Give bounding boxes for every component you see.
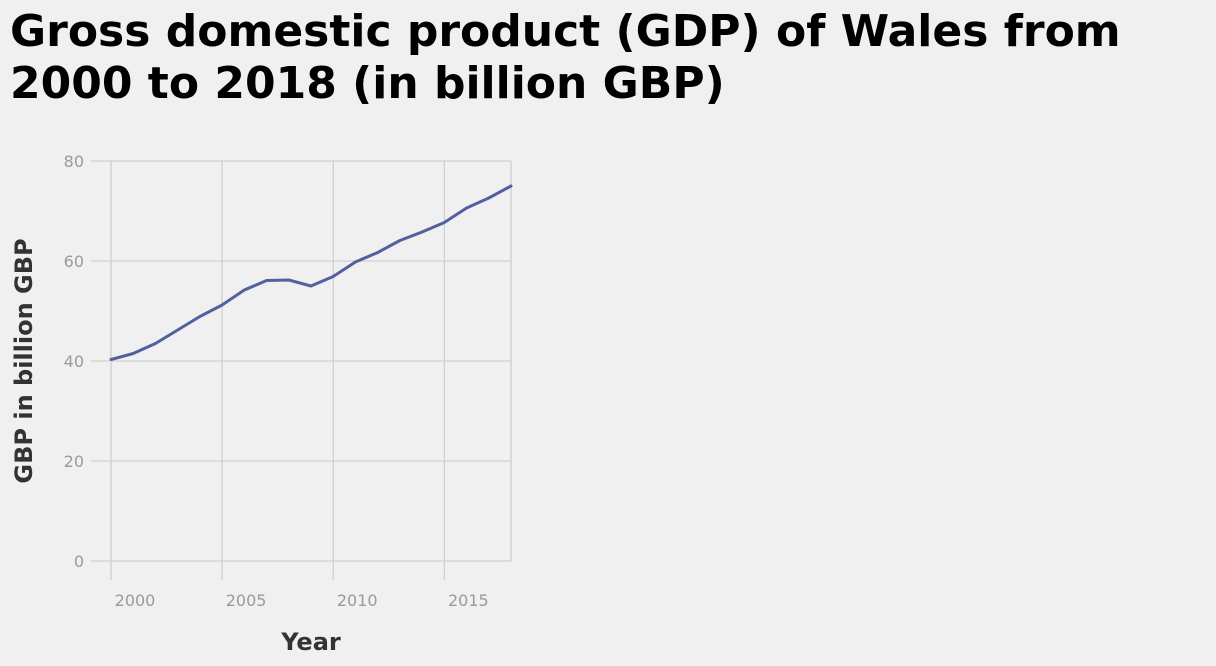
chart-title-line-2: 2000 to 2018 (in billion GBP) — [10, 58, 725, 109]
series-line — [109, 184, 513, 361]
y-tick-label: 80 — [64, 152, 84, 171]
x-tick-label: 2015 — [448, 591, 489, 610]
y-tick-label: 0 — [74, 552, 84, 571]
y-tick-label: 40 — [64, 352, 84, 371]
chart-title-line-1: Gross domestic product (GDP) of Wales fr… — [10, 6, 1121, 57]
y-tick-label: 60 — [64, 252, 84, 271]
x-tick-label: 2010 — [337, 591, 378, 610]
x-tick-label: 2005 — [226, 591, 267, 610]
tick-labels: 0 20 40 60 80 2000 2005 2010 2015 — [64, 152, 489, 610]
grid — [91, 160, 512, 580]
y-tick-label: 20 — [64, 452, 84, 471]
x-axis-title: Year — [280, 628, 341, 656]
x-tick-label: 2000 — [115, 591, 156, 610]
series-layer — [109, 184, 513, 361]
y-axis-title: GBP in billion GBP — [10, 238, 38, 483]
chart-title: Gross domestic product (GDP) of Wales fr… — [10, 6, 1210, 110]
